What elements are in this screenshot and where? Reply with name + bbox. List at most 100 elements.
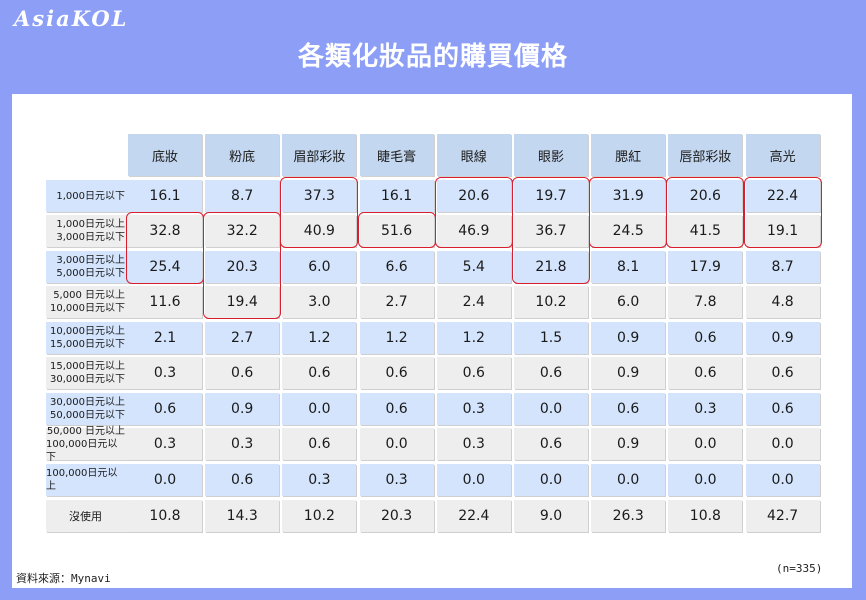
column-header: 粉底: [205, 134, 280, 176]
table-cell: 6.0: [282, 251, 357, 283]
table-cell: 2.7: [205, 322, 280, 354]
table-cell: 41.5: [668, 215, 743, 247]
table-cell: 17.9: [668, 251, 743, 283]
table-cell: 0.6: [514, 428, 588, 460]
row-label-line: 5,000日元以下: [56, 268, 125, 279]
table-cell: 2.4: [436, 286, 511, 318]
row-label-line: 3,000日元以上: [56, 255, 125, 266]
table-cell: 0.3: [128, 357, 202, 389]
column-header: 唇部彩妝: [668, 134, 743, 176]
table-cell: 0.0: [514, 393, 588, 425]
highlight-box: [126, 212, 204, 284]
row-label: 1,000日元以上 3,000日元以下: [46, 215, 128, 247]
row-label-line: 30,000日元以下: [50, 374, 125, 385]
table-cell: 20.6: [436, 180, 511, 212]
column-header: 腮紅: [591, 134, 666, 176]
table-cell: 40.9: [282, 215, 357, 247]
table-cell: 6.6: [359, 251, 434, 283]
slide-title: 各類化妝品的購買價格: [297, 42, 568, 72]
table-cell: 7.8: [668, 286, 743, 318]
table-cell: 0.3: [668, 393, 743, 425]
table-cell: 10.2: [514, 286, 588, 318]
highlight-box: [666, 177, 745, 248]
table-cell: 0.6: [668, 322, 743, 354]
table-cell: 10.2: [282, 500, 357, 532]
table-cell: 1.2: [359, 322, 434, 354]
table-cell: 26.3: [591, 500, 666, 532]
table-cell: 0.9: [591, 428, 666, 460]
highlight-box: [434, 177, 513, 248]
row-label-line: 1,000日元以上: [56, 219, 125, 230]
table-cell: 1.5: [514, 322, 588, 354]
table-cell: 46.9: [436, 215, 511, 247]
table-cell: 20.3: [205, 251, 280, 283]
highlight-box: [357, 212, 436, 248]
row-label: 15,000日元以上 30,000日元以下: [46, 357, 128, 389]
row-label: 10,000日元以上 15,000日元以下: [46, 322, 128, 354]
table-cell: 0.0: [745, 464, 820, 496]
table-cell: 0.3: [436, 393, 511, 425]
highlight-box: [512, 177, 590, 284]
asiakol-logo: AsiaKOL: [14, 6, 129, 31]
column-header: 底妝: [128, 134, 202, 176]
row-label-line: 10,000日元以下: [50, 303, 125, 314]
table-cell: 0.0: [282, 393, 357, 425]
table-cell: 0.6: [591, 393, 666, 425]
row-label-line: 50,000 日元以上: [46, 425, 125, 437]
table-cell: 25.4: [128, 251, 202, 283]
table-cell: 24.5: [591, 215, 666, 247]
table-cell: 14.3: [205, 500, 280, 532]
table-cell: 0.0: [359, 428, 434, 460]
table-cell: 8.7: [205, 180, 280, 212]
source-note: 資料來源：Mynavi: [16, 572, 111, 585]
highlight-box: [203, 212, 282, 319]
table-cell: 2.7: [359, 286, 434, 318]
table-cell: 0.6: [745, 357, 820, 389]
table-cell: 1.2: [282, 322, 357, 354]
table-cell: 10.8: [668, 500, 743, 532]
table-cell: 0.0: [668, 464, 743, 496]
row-label-line: 100,000日元以下: [46, 438, 118, 463]
table-cell: 21.8: [514, 251, 588, 283]
row-label-line: 10,000日元以上: [50, 326, 125, 337]
row-label-line: 1,000日元以下: [56, 190, 125, 202]
table-cell: 11.6: [128, 286, 202, 318]
row-label-line: 15,000日元以上: [50, 361, 125, 372]
table-cell: 0.6: [128, 393, 202, 425]
table-cell: 0.0: [591, 464, 666, 496]
content-panel: 底妝 粉底 眉部彩妝 睫毛膏 眼線 眼影 腮紅 唇部彩妝 高光 1,000日元以下 16.1 8.7 3…: [12, 94, 852, 588]
table-cell: 0.0: [745, 428, 820, 460]
table-cell: 0.9: [745, 322, 820, 354]
highlight-box: [589, 177, 668, 248]
table-cell: 0.6: [745, 393, 820, 425]
table-cell: 0.6: [668, 357, 743, 389]
table-cell: 8.7: [745, 251, 820, 283]
table-cell: 5.4: [436, 251, 511, 283]
table-cell: 4.8: [745, 286, 820, 318]
table-cell: 0.6: [282, 428, 357, 460]
table-cell: 0.9: [591, 322, 666, 354]
table-cell: 42.7: [745, 500, 820, 532]
table-cell: 0.9: [205, 393, 280, 425]
row-label: 100,000日元以上: [46, 464, 128, 496]
table-cell: 0.3: [128, 428, 202, 460]
row-label: 50,000 日元以上 100,000日元以下: [46, 425, 128, 463]
table-cell: 1.2: [436, 322, 511, 354]
table-cell: 0.6: [359, 357, 434, 389]
table-cell: 0.6: [359, 393, 434, 425]
table-cell: 20.3: [359, 500, 434, 532]
table-cell: 32.8: [128, 215, 202, 247]
column-header: 睫毛膏: [359, 134, 434, 176]
row-label-line: 50,000日元以下: [50, 410, 125, 421]
table-cell: 10.8: [128, 500, 202, 532]
row-label: 5,000 日元以上 10,000日元以下: [46, 286, 128, 318]
table-cell: 0.0: [128, 464, 202, 496]
table-cell: 0.0: [436, 464, 511, 496]
table-cell: 31.9: [591, 180, 666, 212]
row-label: 3,000日元以上 5,000日元以下: [46, 251, 128, 283]
table-cell: 0.3: [436, 428, 511, 460]
table-cell: 22.4: [745, 180, 820, 212]
table-cell: 19.4: [205, 286, 280, 318]
table-cell: 37.3: [282, 180, 357, 212]
table-cell: 0.3: [205, 428, 280, 460]
